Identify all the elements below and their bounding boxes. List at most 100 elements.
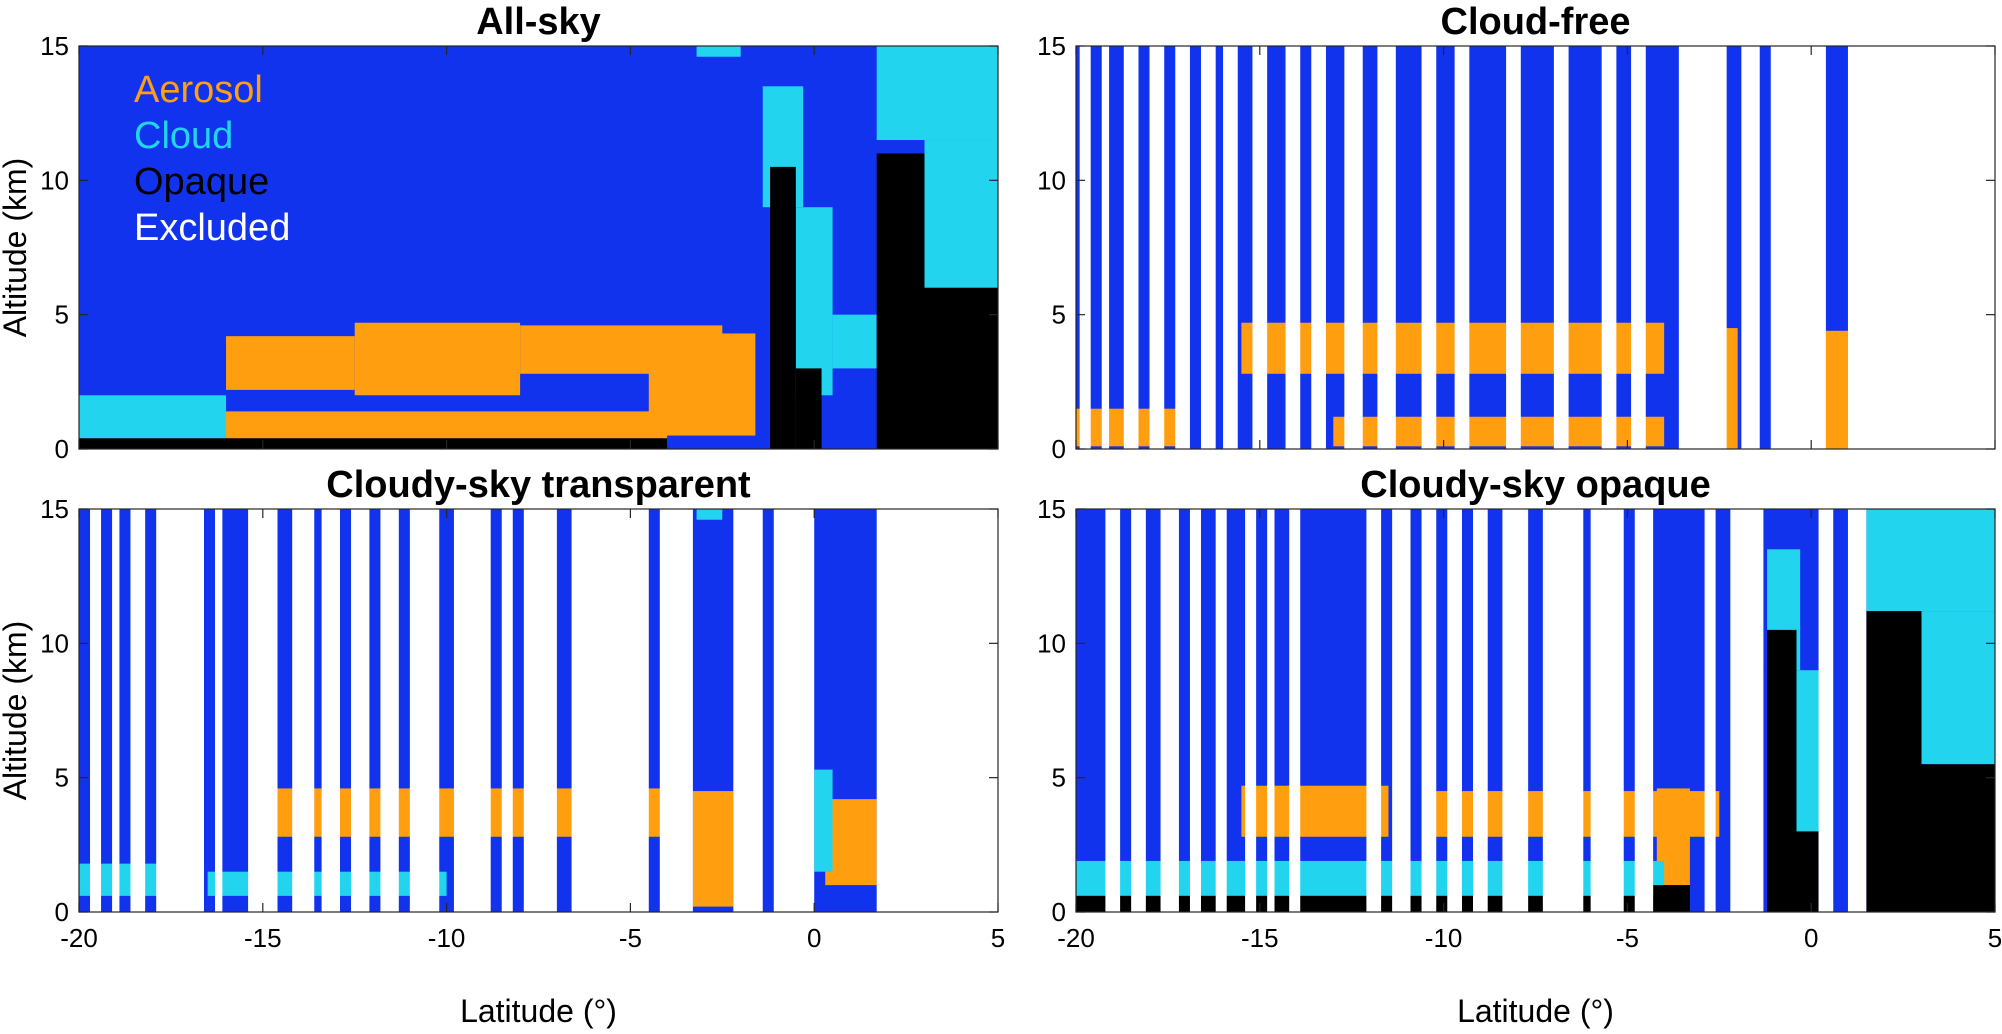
excluded-column	[90, 509, 102, 912]
x-tick-label: 5	[991, 923, 1005, 953]
excluded-column	[1421, 509, 1437, 912]
y-tick-label: 0	[55, 897, 69, 927]
excluded-column	[1678, 46, 1727, 449]
aerosol-region	[825, 799, 877, 886]
y-tick-label: 0	[55, 434, 69, 464]
excluded-column	[1311, 46, 1326, 449]
opaque-region	[1796, 831, 1819, 912]
legend-entry-excluded: Excluded	[134, 207, 290, 249]
excluded-column	[1200, 46, 1216, 449]
x-tick-label: -5	[619, 923, 642, 953]
excluded-column	[1601, 46, 1617, 449]
y-tick-label: 10	[40, 165, 69, 195]
excluded-column	[1252, 46, 1268, 449]
axes-frame	[1075, 508, 1996, 913]
y-tick-label: 15	[40, 494, 69, 524]
y-tick-label: 15	[40, 31, 69, 61]
cloud-region	[876, 46, 998, 141]
cloud-region	[795, 207, 833, 396]
excluded-column	[1847, 46, 1995, 449]
excluded-column	[1101, 46, 1110, 449]
excluded-column	[1366, 509, 1382, 912]
legend-entry-opaque: Opaque	[134, 161, 269, 203]
panel-title: Cloudy-sky opaque	[1360, 464, 1711, 506]
excluded-column	[1245, 509, 1257, 912]
aerosol-region	[1825, 330, 1848, 449]
excluded-column	[1267, 509, 1275, 912]
y-tick-label: 15	[1037, 31, 1066, 61]
x-tick-label: -5	[1616, 923, 1639, 953]
cloud-region	[696, 509, 723, 520]
x-tick-label: -20	[60, 923, 98, 953]
excluded-column	[248, 509, 278, 912]
excluded-column	[1473, 509, 1488, 912]
excluded-column	[1079, 46, 1091, 449]
y-tick-label: 15	[1037, 494, 1066, 524]
opaque-region	[770, 166, 796, 449]
excluded-column	[1506, 46, 1521, 449]
aerosol-region	[692, 791, 734, 907]
excluded-column	[1344, 46, 1363, 449]
panel-3: Cloudy-sky opaque -20 -15 -10 -5 0 5 0 5 10 15 Lati…	[1037, 464, 2002, 1029]
excluded-column	[1160, 509, 1179, 912]
excluded-column	[1447, 509, 1462, 912]
cloud-region	[1792, 670, 1819, 859]
excluded-column	[501, 509, 513, 912]
excluded-column	[292, 509, 315, 912]
panel-1: Cloud-free 0 5 10 15	[1037, 1, 1996, 464]
cloud-region	[696, 46, 741, 57]
excluded-column	[1215, 509, 1227, 912]
cloud-region	[1866, 509, 1995, 612]
aerosol-region	[226, 336, 355, 390]
opaque-region	[1767, 629, 1797, 912]
excluded-column	[1590, 509, 1624, 912]
x-tick-label: -10	[1425, 923, 1463, 953]
excluded-column	[1377, 46, 1396, 449]
y-tick-label: 10	[1037, 628, 1066, 658]
excluded-column	[1704, 509, 1716, 912]
opaque-region	[876, 153, 925, 449]
excluded-column	[1770, 46, 1826, 449]
excluded-column	[1123, 46, 1139, 449]
y-tick-label: 10	[1037, 165, 1066, 195]
excluded-column	[1553, 46, 1569, 449]
excluded-column	[1542, 509, 1584, 912]
cloud-region	[1921, 611, 1995, 765]
excluded-column	[380, 509, 399, 912]
excluded-column	[215, 509, 223, 912]
legend-entry-cloud: Cloud	[134, 115, 233, 157]
panel-title: All-sky	[476, 1, 601, 43]
excluded-column	[659, 509, 693, 912]
excluded-column	[1105, 509, 1121, 912]
y-tick-label: 0	[1052, 897, 1066, 927]
excluded-column	[1223, 46, 1238, 449]
x-tick-label: 0	[807, 923, 821, 953]
excluded-column	[1392, 509, 1411, 912]
x-tick-label: 0	[1804, 923, 1818, 953]
y-tick-label: 5	[55, 763, 69, 793]
excluded-column	[409, 509, 440, 912]
opaque-region	[1921, 764, 1995, 912]
aerosol-region	[1241, 322, 1665, 374]
cloud-region	[79, 395, 227, 441]
x-tick-label: -10	[428, 923, 466, 953]
excluded-column	[733, 509, 763, 912]
excluded-column	[523, 509, 557, 912]
y-tick-label: 5	[55, 300, 69, 330]
excluded-column	[1131, 509, 1146, 912]
axes-frame	[78, 45, 999, 450]
excluded-column	[1741, 46, 1760, 449]
plot-area	[79, 46, 998, 449]
aerosol-region	[354, 322, 521, 396]
excluded-column	[1289, 509, 1301, 912]
excluded-column	[1502, 509, 1529, 912]
excluded-column	[1631, 46, 1646, 449]
excluded-column	[1175, 46, 1190, 449]
plot-area	[1076, 509, 1995, 912]
excluded-column	[1454, 46, 1470, 449]
excluded-column	[1421, 46, 1437, 449]
excluded-column	[773, 509, 815, 912]
excluded-column	[156, 509, 204, 912]
panel-2: Cloudy-sky transparent -20 -15 -10 -5 0 5 0 5 10 1…	[0, 464, 1005, 1029]
